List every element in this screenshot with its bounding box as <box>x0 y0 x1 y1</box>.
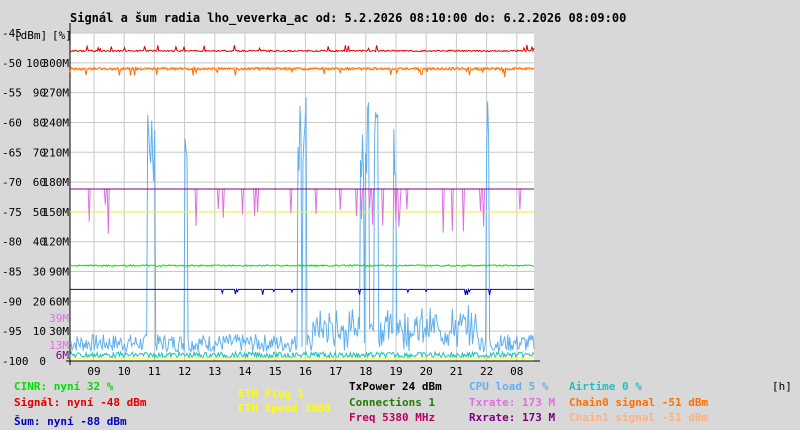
y-tick-percent: 70 <box>33 146 46 159</box>
legend-txrate: Txrate: 173 M <box>469 396 556 409</box>
x-tick-label: 11 <box>148 365 161 378</box>
y-tick-rate: 150M <box>43 206 70 219</box>
legend-eth-speed: ETH Speed 1000 <box>238 402 331 415</box>
y-tick-dbm: -50 <box>2 57 22 70</box>
y-tick-rate: 90M <box>49 266 69 279</box>
legend-eth-plug: ETH Plug 1 <box>238 387 305 400</box>
y-tick-rate: 210M <box>43 146 70 159</box>
x-tick-label: 19 <box>389 365 402 378</box>
legend-noise: Šum: nyní -88 dBm <box>14 415 127 428</box>
x-tick-label: 14 <box>238 365 252 378</box>
y-tick-percent: 90 <box>33 87 46 100</box>
y-tick-percent: 10 <box>33 325 46 338</box>
y-tick-rate: 60M <box>49 295 69 308</box>
y-tick-percent: 80 <box>33 116 46 129</box>
y-tick-dbm: -65 <box>2 146 22 159</box>
x-tick-label: 17 <box>329 365 342 378</box>
legend-freq: Freq 5380 MHz <box>349 411 436 424</box>
y-tick-rate-colored: 39M <box>49 312 69 325</box>
axis-unit-dbm: [dBm] <box>14 29 47 42</box>
y-tick-percent: 60 <box>33 176 46 189</box>
y-tick-percent: 30 <box>33 266 46 279</box>
y-tick-dbm: -100 <box>2 355 29 368</box>
legend-chain0: Chain0 signal -51 dBm <box>569 396 709 409</box>
y-tick-rate: 300M <box>43 57 70 70</box>
y-tick-percent: 100 <box>26 57 46 70</box>
y-tick-rate: 30M <box>49 325 69 338</box>
axis-unit-hours: [h] <box>772 380 792 393</box>
legend-rxrate: Rxrate: 173 M <box>469 411 556 424</box>
legend-chain1: Chain1 signal -51 dBm <box>569 411 709 424</box>
legend-connections: Connections 1 <box>349 396 436 409</box>
y-tick-dbm: -75 <box>2 206 22 219</box>
y-tick-dbm: -80 <box>2 236 22 249</box>
x-tick-label: 15 <box>269 365 282 378</box>
series-cinr <box>69 264 534 268</box>
y-tick-percent: 40 <box>33 236 46 249</box>
axis-unit-percent: [%] <box>52 29 72 42</box>
y-tick-dbm: -60 <box>2 116 22 129</box>
y-tick-dbm: -55 <box>2 87 22 100</box>
x-tick-label: 22 <box>480 365 493 378</box>
x-tick-label: 13 <box>208 365 221 378</box>
y-tick-dbm: -90 <box>2 295 22 308</box>
x-tick-label: 16 <box>299 365 312 378</box>
y-tick-dbm: -70 <box>2 176 22 189</box>
x-tick-label: 09 <box>87 365 100 378</box>
series-noise <box>70 287 534 296</box>
x-tick-label: 08 <box>510 365 523 378</box>
legend-txpower: TxPower 24 dBm <box>349 380 442 393</box>
y-tick-dbm: -45 <box>2 27 22 40</box>
series-signal <box>69 44 535 53</box>
x-tick-label: 12 <box>178 365 191 378</box>
y-tick-rate: 240M <box>43 116 70 129</box>
y-tick-percent: 20 <box>33 295 46 308</box>
y-tick-rate: 270M <box>43 87 70 100</box>
y-tick-rate-colored: 13M <box>49 339 69 352</box>
series-chain0-signal <box>69 65 535 77</box>
x-tick-label: 21 <box>450 365 463 378</box>
x-tick-label: 18 <box>359 365 372 378</box>
y-tick-rate: 120M <box>43 236 70 249</box>
x-tick-label: 10 <box>118 365 131 378</box>
y-tick-percent: 50 <box>33 206 46 219</box>
y-tick-rate: 180M <box>43 176 70 189</box>
legend-cinr: CINR: nyní 32 % <box>14 380 114 393</box>
x-tick-label: 20 <box>420 365 433 378</box>
y-tick-dbm: -85 <box>2 266 22 279</box>
series-airtime <box>69 350 535 360</box>
chart-title: Signál a šum radia lho_veverka_ac od: 5.… <box>70 11 627 25</box>
legend-cpu-load: CPU load 5 % <box>469 380 549 393</box>
legend-airtime: Airtime 0 % <box>569 380 642 393</box>
y-tick-dbm: -95 <box>2 325 22 338</box>
y-tick-rate-colored: 6M <box>56 349 70 362</box>
legend-signal: Signál: nyní -48 dBm <box>14 396 147 409</box>
y-tick-percent: 0 <box>39 355 46 368</box>
